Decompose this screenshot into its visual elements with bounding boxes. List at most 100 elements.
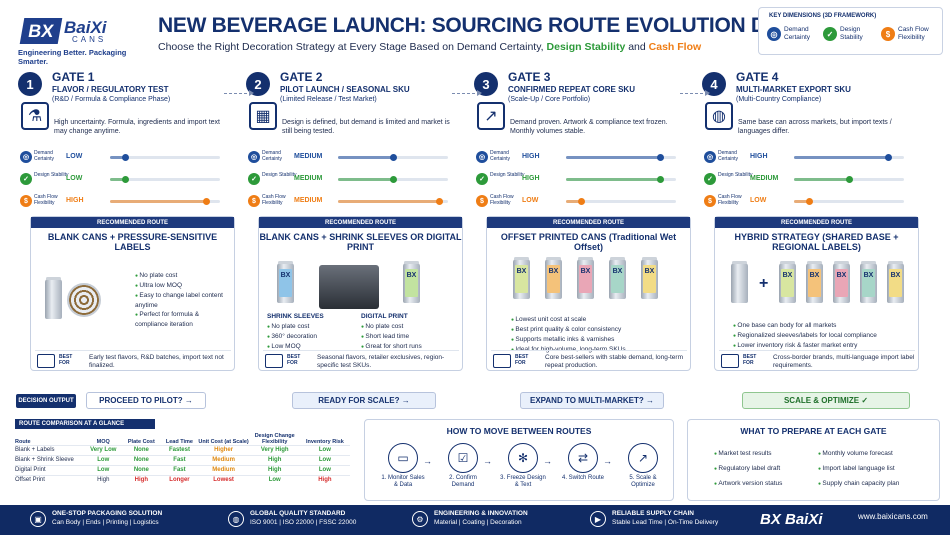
key-design-label: Design Stability: [840, 26, 863, 41]
metric-track: [566, 176, 676, 183]
scale-optimize-button[interactable]: SCALE & OPTIMIZE ✓: [742, 392, 910, 409]
truck-icon: ▶: [590, 511, 606, 527]
gate-4-description: Same base can across markets, but import…: [738, 119, 892, 135]
best-for-icon: [37, 354, 55, 368]
metric-track: [566, 198, 676, 205]
digital-bullets: No plate costShort lead timeGreat for sh…: [361, 322, 457, 352]
growth-icon: ↗: [628, 443, 658, 473]
shared-base-can-image: [731, 261, 748, 303]
can-label-art: BX: [781, 269, 794, 297]
target-icon: ◎: [704, 151, 716, 163]
metric-label: Cash Flow Flexibility: [718, 194, 742, 206]
logo-name: BaiXi: [64, 18, 107, 37]
table-cell: Offset Print: [15, 474, 86, 485]
metric-track: [338, 198, 448, 205]
bullet-item: Easy to change label content anytime: [135, 291, 231, 310]
can-lid: [514, 257, 529, 260]
move-step: ✻ 3. Freeze Design & Text: [499, 443, 547, 489]
move-title: HOW TO MOVE BETWEEN ROUTES: [446, 426, 592, 436]
subtitle-cash: Cash Flow: [648, 41, 702, 53]
metric-knob: [806, 198, 814, 205]
table-cell: Lowest: [197, 474, 250, 485]
table-cell: Fast: [161, 464, 198, 475]
key-cash: $ Cash Flow Flexibility: [881, 26, 938, 42]
gate-1-route-title: BLANK CANS + PRESSURE-SENSITIVE LABELS: [47, 232, 218, 252]
metric-label: Demand Certainty: [718, 150, 739, 162]
metric-value: HIGH: [522, 153, 540, 160]
gate-arrow: [224, 90, 254, 96]
metric-row: ◎ Demand Certainty HIGH: [702, 150, 912, 170]
ready-for-scale-button[interactable]: READY FOR SCALE? →: [292, 392, 436, 409]
metric-fill: [794, 200, 808, 203]
prepare-title: WHAT TO PREPARE AT EACH GATE: [740, 426, 887, 436]
footer-item-title: RELIABLE SUPPLY CHAIN: [612, 510, 694, 517]
regional-can-image: BX: [806, 261, 823, 303]
blank-can-image: [45, 277, 62, 319]
col-moq: MOQ: [96, 438, 110, 445]
metric-fill: [566, 200, 580, 203]
table-cell: Low: [85, 464, 122, 475]
metric-fill: [794, 178, 849, 181]
best-for-text: Cross-border brands, multi-language impo…: [773, 354, 915, 369]
regional-can-image: BX: [887, 261, 904, 303]
bullet-item: Regionalized sleeves/labels for local co…: [733, 331, 917, 341]
metric-fill: [338, 178, 393, 181]
can-label-art: BX: [835, 269, 848, 297]
table-row: Blank + Labels Very Low None Fastest Higher V…: [15, 444, 350, 455]
gate-3-route-box: RECOMMENDED ROUTE OFFSET PRINTED CANS (Tr…: [486, 216, 691, 371]
can-lid: [780, 261, 795, 264]
ready-label: READY FOR SCALE?: [318, 396, 400, 405]
move-step-label: 5. Scale & Optimize: [629, 475, 657, 488]
page-title: NEW BEVERAGE LAUNCH: SOURCING ROUTE EVOL…: [158, 14, 911, 37]
gate-arrow: [680, 90, 710, 96]
table-cell: Fast: [161, 454, 198, 465]
bullet-item: Supports metallic inks & varnishes: [511, 335, 687, 345]
page-subtitle: Choose the Right Decoration Strategy at …: [158, 41, 701, 53]
metric-value: HIGH: [66, 197, 84, 204]
footer-item-text: ISO 9001 | ISO 22000 | FSSC 22000: [250, 519, 357, 526]
proceed-label: PROCEED TO PILOT?: [99, 396, 183, 405]
col-risk: Inventory Risk: [305, 438, 344, 445]
metric-value: MEDIUM: [294, 197, 323, 204]
offset-can-image: BX: [609, 257, 626, 299]
move-step: ⇄ 4. Switch Route: [559, 443, 607, 482]
table-cell: None: [121, 464, 162, 475]
table-row: Blank + Shrink Sleeve Low None Fast Medium Hi…: [15, 454, 350, 465]
key-cash-label: Cash Flow Flexibility: [898, 26, 929, 41]
logo-mark: BX: [19, 18, 63, 44]
metric-row: ✓ Design Stability LOW: [18, 172, 228, 192]
move-step-label: 4. Switch Route: [561, 475, 605, 481]
can-lid: [807, 261, 822, 264]
best-for-icon: [265, 354, 283, 368]
metric-row: ✓ Design Stability MEDIUM: [246, 172, 456, 192]
can-lid: [610, 257, 625, 260]
expand-multi-market-button[interactable]: EXPAND TO MULTI-MARKET? →: [520, 392, 664, 409]
metric-knob: [122, 176, 130, 183]
prepare-item: Import label language list: [818, 465, 894, 472]
best-for-text: Seasonal flavors, retailer exclusives, r…: [317, 354, 445, 369]
footer-item-title: ENGINEERING & INNOVATION: [434, 510, 528, 517]
subtitle-design: Design Stability: [546, 41, 626, 53]
col-unit: Unit Cost (at Scale): [198, 438, 249, 445]
key-design: ✓ Design Stability: [823, 26, 872, 42]
metric-value: LOW: [66, 175, 83, 182]
target-icon: ◎: [767, 27, 781, 41]
shrink-bullets: No plate cost360° decorationLow MOQ: [267, 322, 357, 352]
metric-fill: [794, 156, 891, 159]
best-for-icon: [493, 354, 511, 368]
dollar-icon: $: [476, 195, 488, 207]
shield-check-icon: ✓: [704, 173, 716, 185]
gate-3-title: GATE 3: [508, 70, 551, 84]
metric-fill: [566, 178, 663, 181]
footer-url[interactable]: www.baixicans.com: [858, 512, 928, 521]
metric-value: LOW: [522, 197, 539, 204]
proceed-to-pilot-button[interactable]: PROCEED TO PILOT? →: [86, 392, 206, 409]
metric-label: Demand Certainty: [490, 150, 511, 162]
recommended-route-header: RECOMMENDED ROUTE: [31, 217, 234, 228]
can-label-art: BX: [515, 265, 528, 293]
table-cell: Low: [299, 444, 350, 455]
move-step-label: 2. Confirm Demand: [449, 475, 477, 488]
metric-label: Cash Flow Flexibility: [262, 194, 286, 206]
table-cell: Longer: [161, 474, 198, 485]
decision-output-label: DECISION OUTPUT: [16, 394, 76, 408]
